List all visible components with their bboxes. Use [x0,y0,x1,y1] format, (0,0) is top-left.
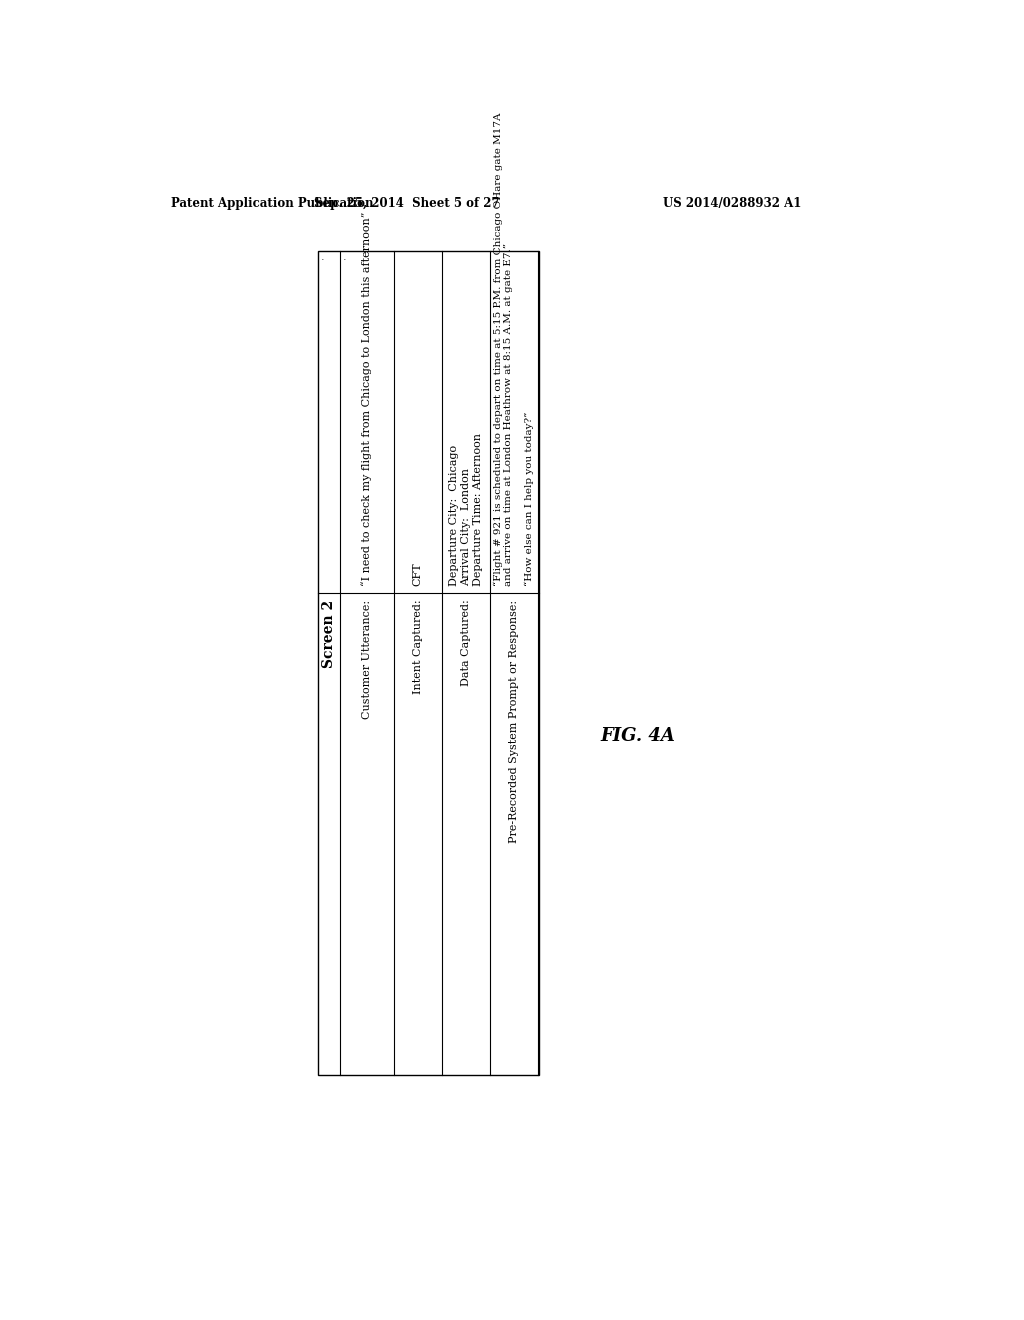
Text: Pre-Recorded System Prompt or Response:: Pre-Recorded System Prompt or Response: [509,599,519,842]
Text: Departure City:  Chicago
Arrival City:  London
Departure Time: Afternoon: Departure City: Chicago Arrival City: Lo… [450,433,482,586]
Text: Customer Utterance:: Customer Utterance: [361,599,372,718]
Text: US 2014/0288932 A1: US 2014/0288932 A1 [663,197,801,210]
Bar [317,251,539,1074]
Text: ·: · [321,255,325,264]
Text: FIG. 4A: FIG. 4A [601,727,676,744]
Text: CFT: CFT [413,562,423,586]
Text: ·: · [343,255,346,264]
Text: “Flight # 921 is scheduled to depart on time at 5:15 P.M. from Chicago OHare gat: “Flight # 921 is scheduled to depart on … [494,112,535,586]
Text: Sep. 25, 2014  Sheet 5 of 27: Sep. 25, 2014 Sheet 5 of 27 [314,197,500,210]
Text: Intent Captured:: Intent Captured: [413,599,423,694]
Text: “I need to check my flight from Chicago to London this afternoon”: “I need to check my flight from Chicago … [361,211,372,586]
Text: Patent Application Publication: Patent Application Publication [171,197,373,210]
Text: Data Captured:: Data Captured: [461,599,471,686]
Text: Screen 2: Screen 2 [322,599,336,668]
